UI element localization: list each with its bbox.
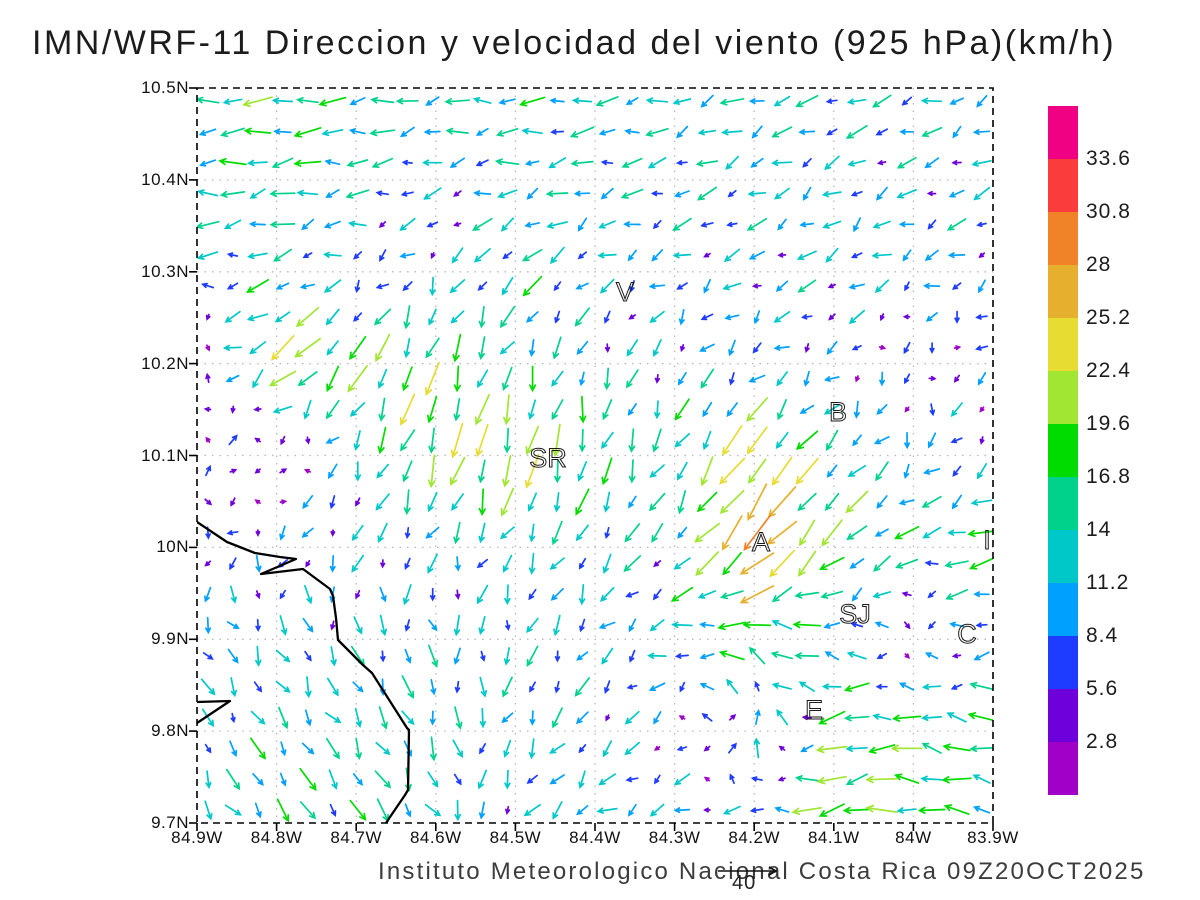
x-tick-label: 84.1W — [807, 828, 860, 847]
colorbar-tick-label: 22.4 — [1086, 359, 1131, 382]
colorbar-segment — [1048, 212, 1078, 265]
station-marker-b: B — [829, 397, 847, 427]
station-marker-i: I — [983, 525, 991, 555]
colorbar-segment — [1048, 530, 1078, 583]
colorbar-tick-label: 11.2 — [1086, 571, 1130, 594]
map-plot-area: V B SR A I SJ C E — [189, 87, 994, 831]
colorbar-segment — [1048, 106, 1078, 159]
colorbar-tick-label: 19.6 — [1086, 412, 1131, 435]
axis-ticks — [189, 87, 994, 831]
y-tick-label: 9.8N — [151, 721, 189, 741]
y-tick-label: 10.4N — [141, 169, 189, 189]
x-tick-label: 84.4W — [569, 828, 621, 847]
colorbar-segment — [1048, 689, 1078, 742]
colorbar-tick-label: 2.8 — [1086, 730, 1119, 753]
y-tick-label: 9.9N — [151, 629, 189, 649]
station-marker-c: C — [957, 619, 977, 649]
x-tick-label: 84.8W — [250, 828, 303, 847]
x-tick-label: 84.9W — [171, 828, 223, 847]
x-tick-label: 84.6W — [409, 828, 462, 847]
colorbar-tick-label: 8.4 — [1086, 624, 1119, 647]
x-tick-label: 84W — [895, 828, 932, 847]
coastline-islet — [197, 699, 232, 724]
colorbar-segment — [1048, 742, 1078, 795]
colorbar-segment — [1048, 424, 1078, 477]
colorbar-tick-label: 28 — [1086, 253, 1112, 276]
colorbar-segment — [1048, 265, 1078, 318]
wind-vector-plot: V B SR A I SJ C E — [189, 87, 994, 831]
chart-title: IMN/WRF-11 Direccion y velocidad del vie… — [32, 24, 1117, 62]
colorbar-segment — [1048, 636, 1078, 689]
x-tick-label: 84.7W — [330, 828, 383, 847]
x-tick-label: 84.5W — [489, 828, 542, 847]
colorbar-tick-label: 16.8 — [1086, 465, 1131, 488]
y-tick-label: 9.7N — [151, 813, 189, 832]
y-tick-label: 10.2N — [141, 353, 189, 373]
colorbar-tick-label: 30.8 — [1086, 200, 1131, 223]
colorbar-tick-label: 33.6 — [1086, 147, 1131, 170]
station-marker-e: E — [805, 695, 823, 725]
colorbar-segment — [1048, 477, 1078, 530]
x-tick-label: 84.3W — [648, 828, 701, 847]
station-marker-a: A — [752, 527, 770, 557]
coastline — [197, 521, 411, 823]
wind-arrows — [197, 94, 993, 823]
x-tick-label: 84.2W — [728, 828, 781, 847]
station-marker-sj: SJ — [839, 599, 871, 629]
station-marker-v: V — [616, 277, 634, 307]
colorbar-segment — [1048, 371, 1078, 424]
colorbar-tick-label: 25.2 — [1086, 306, 1131, 329]
colorbar-segment — [1048, 159, 1078, 212]
y-tick-label: 10N — [156, 537, 189, 557]
colorbar-tick-label: 14 — [1086, 518, 1112, 541]
reference-vector-label: 40 — [732, 872, 757, 894]
y-tick-label: 10.1N — [141, 445, 189, 465]
lat-lon-gridlines — [197, 88, 993, 823]
colorbar-tick-label: 5.6 — [1086, 677, 1119, 700]
station-marker-sr: SR — [529, 443, 567, 473]
colorbar-segment — [1048, 318, 1078, 371]
reference-vector-arrow — [718, 866, 778, 876]
wind-speed-colorbar — [1048, 106, 1078, 795]
y-tick-label: 10.5N — [141, 78, 189, 97]
station-markers: V B SR A I SJ C E — [529, 277, 992, 726]
y-tick-label: 10.3N — [141, 261, 189, 281]
colorbar-segment — [1048, 583, 1078, 636]
x-tick-label: 83.9W — [967, 828, 1019, 847]
